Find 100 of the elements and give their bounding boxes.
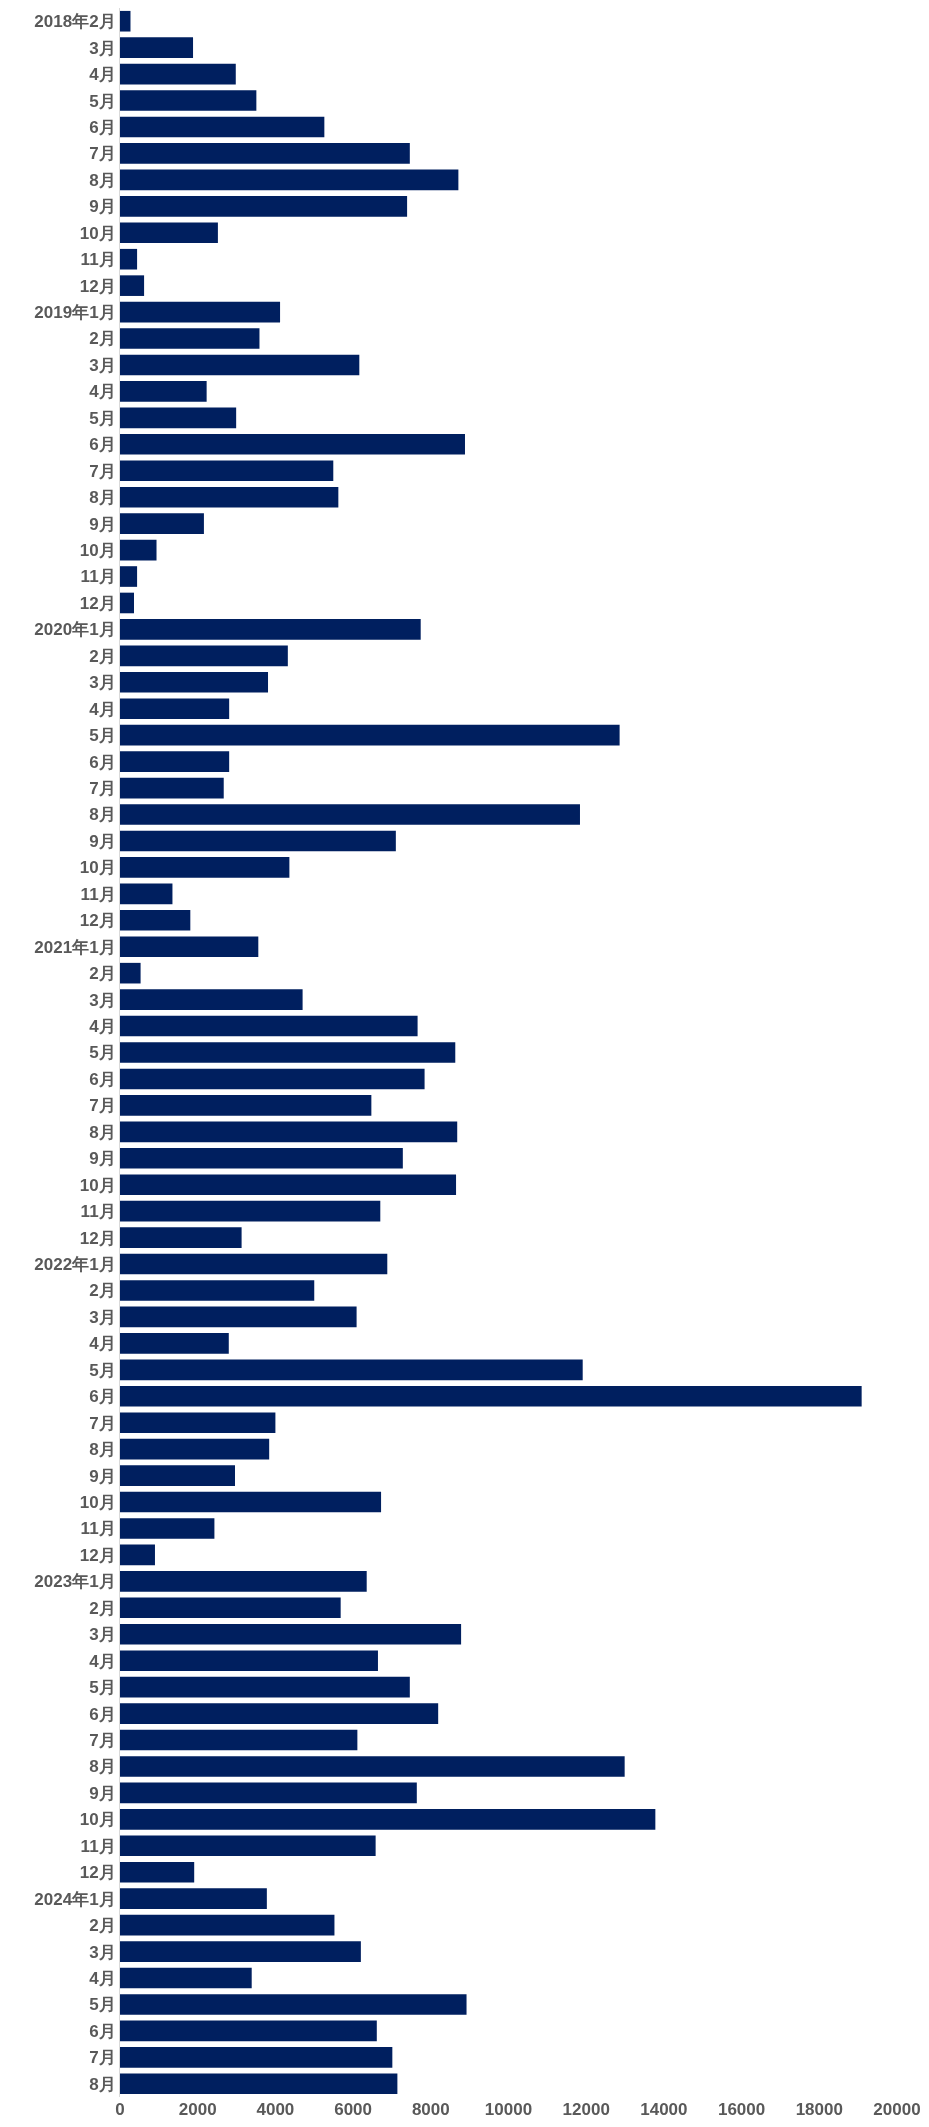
bar	[120, 1914, 335, 1936]
x-tick-label: 16000	[717, 2100, 766, 2119]
bar	[120, 936, 259, 958]
y-tick-label: 4月	[89, 699, 116, 719]
bar	[120, 989, 303, 1010]
bar	[120, 619, 421, 640]
bar	[120, 301, 281, 323]
bar	[120, 1994, 467, 2015]
y-tick-label: 8月	[89, 1440, 116, 1460]
y-tick-label: 6月	[89, 1069, 116, 1089]
y-tick-label: 3月	[89, 38, 116, 58]
bar	[120, 2020, 377, 2042]
bar	[120, 1597, 341, 1619]
bar	[120, 1042, 456, 1063]
y-tick-label: 4月	[89, 1017, 116, 1037]
y-tick-label: 6月	[89, 2021, 116, 2041]
bar	[120, 1650, 378, 1671]
bar	[120, 1333, 229, 1354]
x-tick-label: 20000	[873, 2100, 921, 2119]
bar	[120, 1438, 270, 1460]
x-tick-label: 6000	[334, 2100, 373, 2119]
y-tick-label: 5月	[89, 1360, 116, 1380]
bar	[120, 513, 204, 534]
y-tick-label: 7月	[89, 1730, 116, 1750]
y-tick-label: 7月	[89, 1096, 116, 1116]
y-tick-label: 4月	[89, 1968, 116, 1988]
bar	[120, 1888, 267, 1909]
bar	[120, 1385, 862, 1407]
y-tick-label: 3月	[89, 990, 116, 1010]
y-tick-label: 9月	[89, 1149, 116, 1169]
y-tick-label: 11月	[80, 1202, 116, 1222]
y-tick-label: 12月	[79, 911, 116, 931]
bar	[120, 381, 207, 402]
x-tick-label: 2000	[178, 2100, 217, 2119]
bar	[120, 1967, 252, 1989]
bar	[120, 143, 410, 164]
y-tick-label: 2019年1月	[34, 303, 116, 323]
bar	[120, 1518, 215, 1539]
y-tick-label: 5月	[89, 91, 116, 111]
bar	[120, 1809, 656, 1830]
y-tick-label: 12月	[79, 1228, 116, 1248]
bar	[120, 1544, 155, 1566]
bar	[120, 275, 145, 296]
bar	[120, 698, 230, 720]
y-tick-label: 2月	[89, 646, 116, 666]
bar	[120, 1253, 388, 1275]
bar	[120, 1068, 425, 1090]
bar	[120, 1835, 376, 1857]
y-tick-label: 2021年1月	[34, 937, 116, 957]
x-tick-label: 8000	[411, 2100, 450, 2119]
y-tick-label: 9月	[89, 1783, 116, 1803]
y-tick-label: 7月	[89, 461, 116, 481]
y-tick-label: 4月	[89, 1334, 116, 1354]
bar	[120, 724, 620, 746]
y-tick-label: 10月	[79, 1492, 116, 1512]
bar	[120, 1571, 367, 1592]
y-tick-label: 2018年2月	[34, 12, 116, 32]
bar	[120, 1147, 403, 1169]
y-tick-label: 6月	[89, 1704, 116, 1724]
y-tick-label: 10月	[79, 1810, 116, 1830]
y-tick-label: 11月	[80, 1836, 116, 1856]
y-tick-label: 3月	[89, 1625, 116, 1645]
y-tick-label: 12月	[79, 593, 116, 613]
y-tick-label: 12月	[79, 1545, 116, 1565]
bar	[120, 1280, 315, 1301]
y-tick-label: 2月	[89, 329, 116, 349]
bar	[120, 1861, 195, 1883]
y-tick-label: 6月	[89, 752, 116, 772]
y-tick-label: 5月	[89, 726, 116, 746]
y-tick-label: 2月	[89, 964, 116, 984]
y-tick-label: 6月	[89, 435, 116, 455]
y-tick-label: 7月	[89, 1413, 116, 1433]
bar	[120, 222, 218, 244]
y-tick-label: 11月	[80, 1519, 116, 1539]
y-tick-label: 10月	[79, 858, 116, 878]
x-tick-label: 0	[115, 2100, 125, 2119]
bar	[120, 169, 459, 191]
y-tick-label: 2月	[89, 1598, 116, 1618]
bar	[120, 1491, 382, 1513]
bar	[120, 460, 334, 482]
y-tick-label: 2020年1月	[34, 620, 116, 640]
y-tick-label: 3月	[89, 355, 116, 375]
y-tick-label: 2022年1月	[34, 1254, 116, 1274]
bar	[120, 962, 141, 984]
y-tick-label: 2月	[89, 1281, 116, 1301]
bar	[120, 671, 269, 693]
bar	[120, 354, 360, 376]
y-tick-label: 2024年1月	[34, 1889, 116, 1909]
bar	[120, 196, 408, 217]
y-tick-label: 12月	[79, 1863, 116, 1883]
bar	[120, 1941, 361, 1962]
y-tick-label: 4月	[89, 65, 116, 85]
y-tick-label: 10月	[79, 1175, 116, 1195]
bar	[120, 830, 396, 852]
y-tick-label: 7月	[89, 779, 116, 799]
bar	[120, 1227, 242, 1248]
y-tick-label: 8月	[89, 805, 116, 825]
bar	[120, 909, 191, 931]
y-tick-label: 5月	[89, 1995, 116, 2015]
bar	[120, 883, 173, 905]
